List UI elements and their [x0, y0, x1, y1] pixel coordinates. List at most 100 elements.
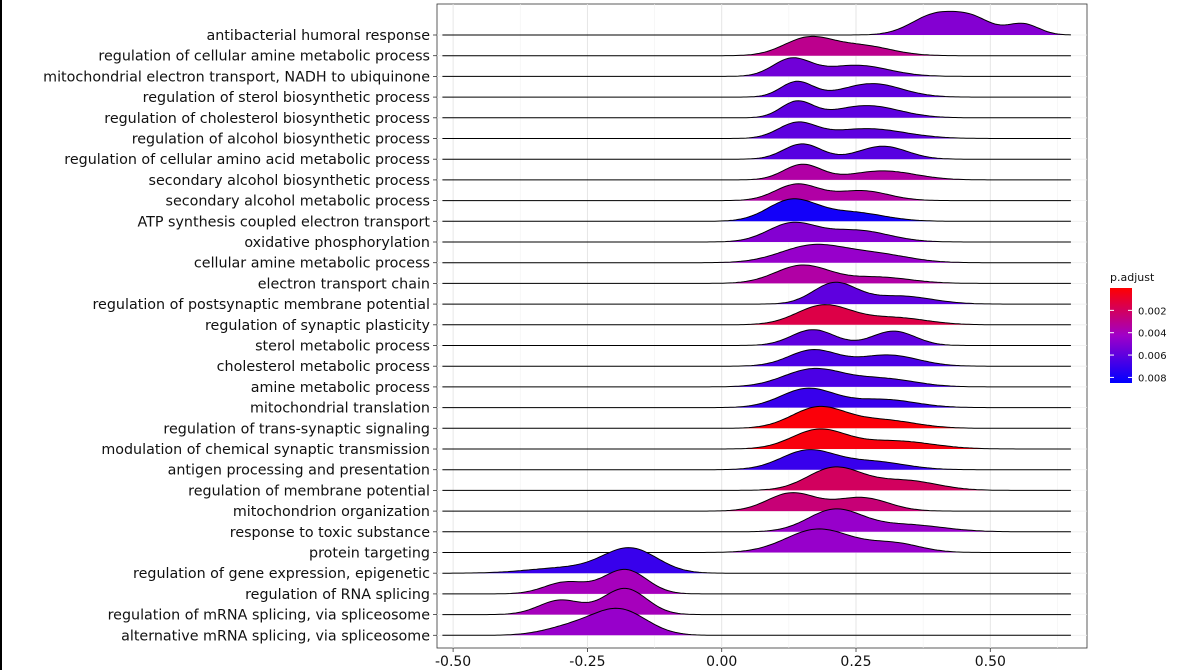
y-tick-label: regulation of RNA splicing: [245, 587, 430, 603]
y-tick-label: sterol metabolic process: [255, 339, 430, 355]
ridge-fill: [442, 508, 1071, 532]
ridge-fill: [442, 349, 1071, 367]
y-tick-label: mitochondrial translation: [250, 401, 430, 417]
x-tick-label: -0.50: [435, 654, 471, 670]
legend-label: 0.008: [1138, 373, 1167, 384]
ridge-outline: [442, 243, 1071, 264]
ridge-outline: [442, 57, 1071, 77]
ridge-outline: [442, 80, 1071, 98]
ridge-outline: [442, 264, 1071, 284]
y-tick-label: response to toxic substance: [230, 525, 430, 541]
ridge-outline: [442, 466, 1071, 491]
ridge-outline: [442, 183, 1071, 202]
y-tick-label: regulation of postsynaptic membrane pote…: [92, 297, 430, 313]
y-tick-label: cholesterol metabolic process: [217, 359, 430, 375]
ridge-outline: [442, 304, 1071, 326]
legend-ticks: 0.002 0.004 0.006 0.008: [1110, 306, 1167, 384]
y-tick-label: electron transport chain: [258, 276, 430, 292]
y-axis-labels: antibacterial humoral response regulation…: [43, 28, 437, 644]
ridge-outline: [442, 329, 1071, 346]
ridge-outline: [442, 449, 1071, 471]
legend-colorbar: [1110, 288, 1132, 383]
legend-title: p.adjust: [1110, 271, 1155, 284]
legend-label: 0.006: [1138, 351, 1167, 362]
ridge-outline: [442, 100, 1071, 119]
y-tick-label: ATP synthesis coupled electron transport: [137, 214, 430, 230]
ridge-fill: [442, 265, 1071, 284]
y-tick-label: regulation of cellular amine metabolic p…: [98, 49, 430, 65]
ridge-outline: [442, 528, 1071, 553]
ridge-fill: [442, 528, 1071, 553]
ridge-outline: [442, 607, 1071, 636]
ridge-fill: [442, 569, 1071, 594]
ridge-fill: [442, 304, 1071, 325]
ridge-fill: [442, 329, 1071, 346]
x-tick-label: 0.50: [975, 654, 1006, 670]
y-tick-label: cellular amine metabolic process: [194, 256, 430, 272]
ridge-outline: [442, 198, 1071, 222]
legend: p.adjust 0.002 0.004 0.006 0.008: [1110, 271, 1167, 384]
y-tick-label: regulation of alcohol biosynthetic proce…: [132, 132, 430, 148]
y-tick-label: modulation of chemical synaptic transmis…: [101, 442, 430, 458]
ridge-outline: [442, 492, 1071, 512]
ridge-fill: [442, 11, 1071, 35]
y-tick-label: regulation of cellular amino acid metabo…: [64, 152, 430, 168]
legend-label: 0.002: [1138, 306, 1167, 317]
ridge-fill: [442, 198, 1071, 222]
ridge-fill: [442, 222, 1071, 242]
y-tick-label: regulation of gene expression, epigeneti…: [133, 566, 430, 582]
ridge-fill: [442, 143, 1071, 160]
y-tick-label: mitochondrion organization: [233, 504, 430, 520]
ridge-fill: [442, 164, 1071, 180]
y-tick-label: antibacterial humoral response: [206, 28, 430, 44]
ridge-outline: [442, 35, 1071, 57]
legend-label: 0.004: [1138, 329, 1167, 340]
ridge-fill: [442, 608, 1071, 636]
x-tick-label: 0.00: [706, 654, 737, 670]
ridge-fill: [442, 368, 1071, 387]
ridge-outline: [442, 221, 1071, 243]
x-tick-label: -0.25: [569, 654, 605, 670]
ridge-fill: [442, 547, 1071, 574]
ridge-outline: [442, 587, 1071, 616]
ridge-outline: [442, 428, 1071, 450]
y-tick-label: regulation of cholesterol biosynthetic p…: [104, 111, 430, 127]
y-tick-label: regulation of membrane potential: [188, 483, 430, 499]
y-tick-label: amine metabolic process: [251, 380, 430, 396]
ridge-fill: [442, 429, 1071, 449]
y-tick-label: regulation of mRNA splicing, via spliceo…: [108, 608, 431, 624]
y-tick-label: secondary alcohol metabolic process: [166, 194, 431, 210]
y-tick-label: regulation of trans-synaptic signaling: [163, 421, 430, 437]
ridges-group: [442, 10, 1071, 636]
ridge-outline: [442, 163, 1071, 181]
ridge-outline: [442, 547, 1071, 574]
y-tick-label: mitochondrial electron transport, NADH t…: [43, 69, 430, 85]
ridge-fill: [442, 282, 1071, 305]
y-tick-label: regulation of synaptic plasticity: [205, 318, 431, 334]
y-tick-label: oxidative phosphorylation: [244, 235, 430, 251]
y-tick-label: protein targeting: [309, 546, 430, 562]
ridge-outline: [442, 281, 1071, 305]
ridge-fill: [442, 588, 1071, 615]
ridge-fill: [442, 81, 1071, 98]
ridge-fill: [442, 492, 1071, 512]
ridge-outline: [442, 508, 1071, 533]
ridge-outline: [442, 367, 1071, 388]
ridge-outline: [442, 568, 1071, 595]
ridge-outline: [442, 405, 1071, 429]
y-tick-label: secondary alcohol biosynthetic process: [149, 173, 430, 189]
x-tick-label: 0.25: [840, 654, 871, 670]
y-tick-label: antigen processing and presentation: [168, 463, 430, 479]
ridge-outline: [442, 143, 1071, 160]
ridge-outline: [442, 387, 1071, 409]
ridge-outline: [442, 10, 1071, 36]
ridge-outline: [442, 121, 1071, 139]
ridge-fill: [442, 466, 1071, 491]
y-tick-label: alternative mRNA splicing, via spliceoso…: [121, 628, 430, 644]
y-tick-label: regulation of sterol biosynthetic proces…: [143, 90, 430, 106]
ridge-outline: [442, 348, 1071, 367]
x-axis: -0.50 -0.25 0.00 0.25 0.50: [435, 648, 1006, 670]
panel-border: [436, 3, 1088, 649]
